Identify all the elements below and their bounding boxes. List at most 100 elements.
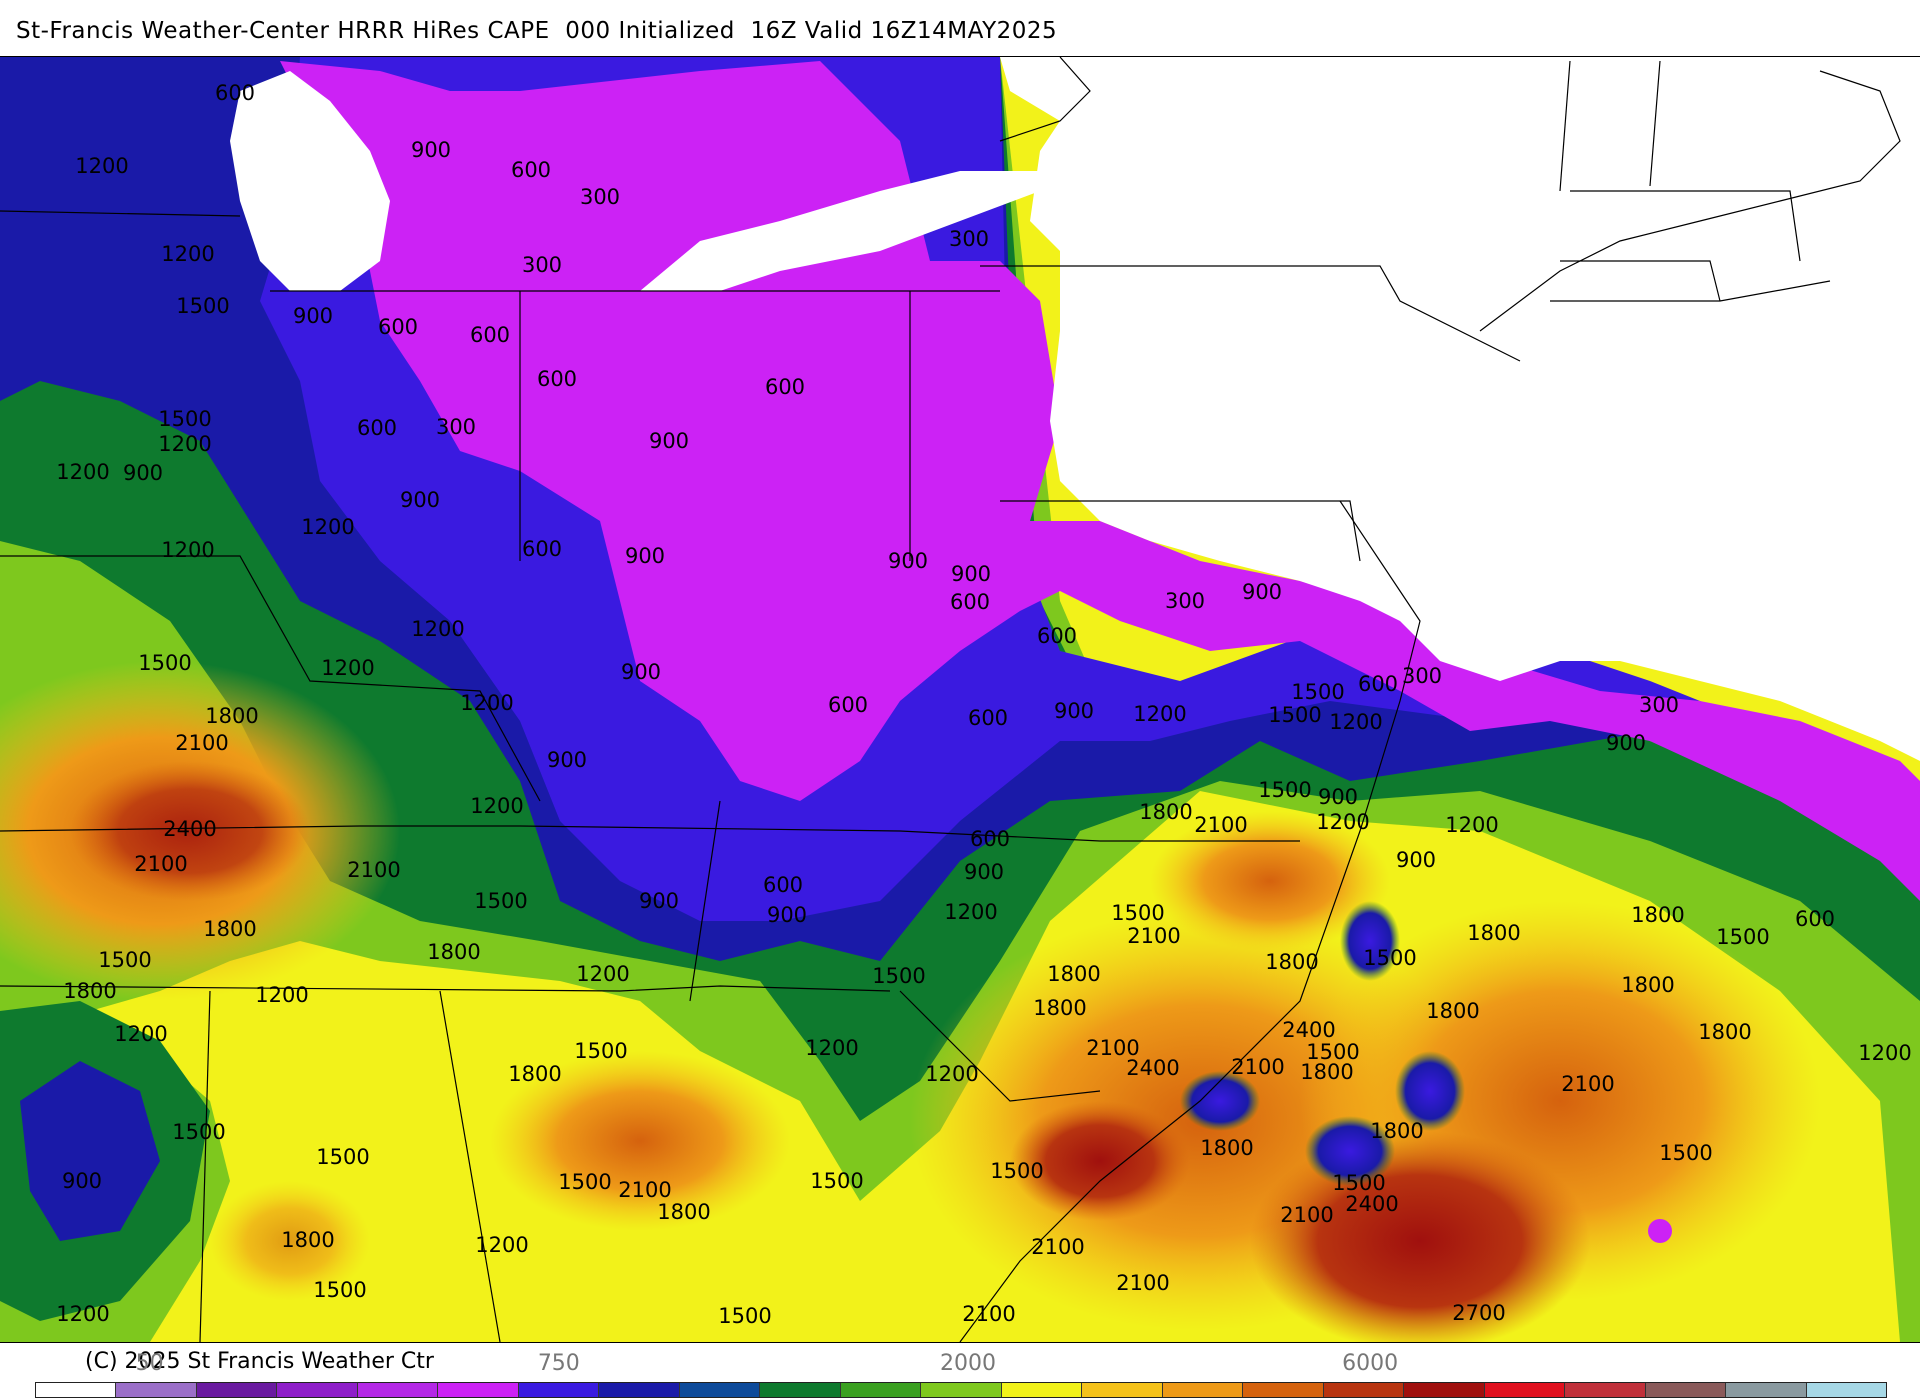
contour-label: 600 <box>765 375 805 399</box>
contour-label: 2400 <box>1126 1056 1179 1080</box>
contour-label: 1800 <box>1033 996 1086 1020</box>
contour-label: 1200 <box>1445 813 1498 837</box>
contour-label: 900 <box>621 660 661 684</box>
contour-label: 600 <box>511 158 551 182</box>
contour-label: 600 <box>1358 672 1398 696</box>
colorbar-segment <box>679 1383 761 1397</box>
contour-label: 600 <box>215 81 255 105</box>
colorbar-segment <box>1243 1383 1324 1397</box>
contour-label: 600 <box>537 367 577 391</box>
contour-label: 1200 <box>161 538 214 562</box>
no-cape-region <box>1000 57 1920 761</box>
boundary-lines <box>0 57 1901 1342</box>
contour-label: 2100 <box>1194 813 1247 837</box>
colorbar-segment <box>760 1383 841 1397</box>
contour-label: 1800 <box>205 704 258 728</box>
contour-label: 1200 <box>56 460 109 484</box>
colorbar-segment <box>116 1383 197 1397</box>
contour-label: 1500 <box>1258 778 1311 802</box>
contour-label: 1200 <box>944 900 997 924</box>
contour-label: 1800 <box>1370 1119 1423 1143</box>
legend-footer: (C) 2025 St Francis Weather Ctr 50 750 200… <box>0 1341 1920 1400</box>
contour-label: 1500 <box>176 294 229 318</box>
contour-label: 300 <box>1402 664 1442 688</box>
contour-label: 1800 <box>657 1200 710 1224</box>
colorbar-segment <box>36 1383 117 1397</box>
contour-label: 600 <box>357 416 397 440</box>
contour-label: 1200 <box>475 1233 528 1257</box>
colorbar-segment <box>840 1383 922 1397</box>
contour-label: 1500 <box>1306 1040 1359 1064</box>
cape-region-sw-yellow-orange <box>210 1181 370 1301</box>
contour-label: 900 <box>293 304 333 328</box>
contour-label: 300 <box>949 227 989 251</box>
cape-region-sc-dark <box>1010 1101 1190 1221</box>
contour-label: 1500 <box>872 964 925 988</box>
colorbar-segment <box>1565 1383 1646 1397</box>
contour-label: 1800 <box>1631 903 1684 927</box>
contour-label: 1500 <box>1111 901 1164 925</box>
contour-label: 900 <box>411 138 451 162</box>
contour-label: 900 <box>649 429 689 453</box>
contour-label: 1500 <box>138 651 191 675</box>
contour-label: 1200 <box>460 691 513 715</box>
colorbar-segment <box>357 1383 439 1397</box>
colorbar-segment <box>1726 1383 1807 1397</box>
colorbar <box>35 1382 1887 1398</box>
contour-label: 900 <box>964 860 1004 884</box>
contour-label: 1200 <box>576 962 629 986</box>
colorbar-segment <box>1806 1383 1887 1397</box>
contour-label: 2100 <box>1127 924 1180 948</box>
contour-label: 1800 <box>63 979 116 1003</box>
contour-label: 2100 <box>347 858 400 882</box>
contour-label: 1500 <box>1659 1141 1712 1165</box>
contour-label: 1800 <box>1300 1060 1353 1084</box>
contour-label: 2100 <box>1031 1235 1084 1259</box>
contour-label: 1200 <box>470 794 523 818</box>
colorbar-segment <box>277 1383 358 1397</box>
contour-label: 1800 <box>281 1228 334 1252</box>
contour-label: 1200 <box>56 1302 109 1326</box>
contour-label: 2100 <box>134 852 187 876</box>
colorbar-segment <box>196 1383 278 1397</box>
contour-label: 900 <box>1396 848 1436 872</box>
contour-label: 1200 <box>411 617 464 641</box>
contour-label: 1500 <box>316 1145 369 1169</box>
contour-label: 2700 <box>1452 1301 1505 1325</box>
colorbar-tick-label: 750 <box>537 1351 580 1376</box>
contour-label: 300 <box>522 253 562 277</box>
contour-label: 1800 <box>1698 1020 1751 1044</box>
contour-label: 1200 <box>1858 1041 1911 1065</box>
contour-label: 600 <box>950 590 990 614</box>
contour-label: 900 <box>62 1169 102 1193</box>
colorbar-segment <box>1645 1383 1727 1397</box>
contour-label: 1800 <box>1467 921 1520 945</box>
contour-label: 1500 <box>1291 680 1344 704</box>
contour-label: 2100 <box>1280 1203 1333 1227</box>
contour-label: 1200 <box>805 1036 858 1060</box>
contour-label: 2100 <box>1561 1072 1614 1096</box>
contour-label: 1800 <box>1265 950 1318 974</box>
colorbar-segment <box>518 1383 600 1397</box>
storm-cell-4 <box>1340 901 1400 981</box>
contour-label: 1500 <box>990 1159 1043 1183</box>
contour-label: 600 <box>763 873 803 897</box>
contour-label: 900 <box>639 889 679 913</box>
contour-label: 900 <box>951 562 991 586</box>
contour-label: 1500 <box>558 1170 611 1194</box>
contour-label: 2100 <box>962 1302 1015 1326</box>
cape-field-600-west <box>20 1061 160 1241</box>
contour-label: 900 <box>123 461 163 485</box>
copyright-text: (C) 2025 St Francis Weather Ctr <box>85 1349 434 1374</box>
contour-label: 1800 <box>1621 973 1674 997</box>
colorbar-segment <box>1323 1383 1405 1397</box>
contour-label: 1500 <box>172 1120 225 1144</box>
contour-label: 900 <box>1054 699 1094 723</box>
contour-label: 1200 <box>1329 710 1382 734</box>
storm-cell-2 <box>1305 1116 1395 1186</box>
map-title: St-Francis Weather-Center HRRR HiRes CAP… <box>16 18 1058 44</box>
contour-label: 2100 <box>1231 1055 1284 1079</box>
cape-region-texas-orange <box>490 1051 790 1231</box>
colorbar-tick-label: 6000 <box>1342 1351 1399 1376</box>
contour-label: 1500 <box>1268 703 1321 727</box>
